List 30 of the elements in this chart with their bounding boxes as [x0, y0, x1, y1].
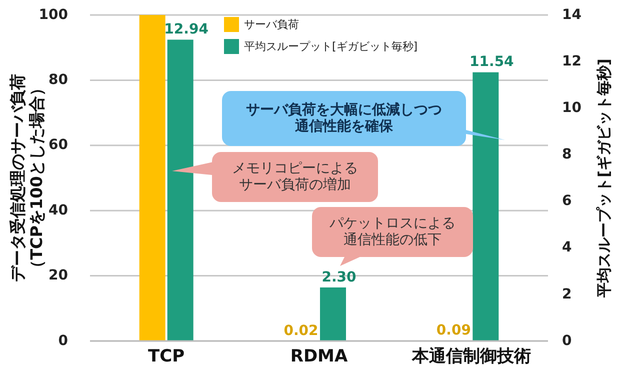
legend-label: サーバ負荷	[244, 18, 299, 32]
data-label: 0.09	[436, 322, 471, 339]
bar	[320, 287, 346, 341]
x-tick-label: TCP	[148, 346, 185, 367]
y-tick-label: 100	[38, 6, 68, 23]
y-axis-title: データ受信処理のサーバ負荷（TCPを100とした場合）	[8, 74, 46, 282]
y2-tick-label: 8	[562, 146, 572, 163]
annotation: メモリコピーによるサーバ負荷の増加	[232, 160, 358, 194]
y2-tick-label: 2	[562, 286, 572, 302]
y-tick-label: 80	[48, 72, 68, 88]
y2-axis-title: 平均スループット[ギガビット毎秒]	[595, 58, 614, 298]
y2-tick-label: 4	[562, 240, 572, 256]
y2-tick-label: 12	[562, 53, 582, 70]
y-tick-label: 20	[48, 268, 68, 284]
data-label: 2.30	[322, 269, 357, 286]
y-tick-label: 60	[48, 137, 68, 154]
data-label: 11.54	[470, 54, 514, 70]
y-tick-label: 40	[48, 202, 68, 218]
legend-label: 平均スループット[ギガビット毎秒]	[244, 40, 418, 54]
y2-tick-label: 6	[562, 193, 572, 210]
x-tick-label: 本通信制御技術	[411, 346, 532, 367]
y2-tick-label: 14	[562, 6, 582, 23]
y2-tick-label: 0	[562, 332, 572, 349]
data-label: 12.94	[164, 22, 209, 38]
y-tick-label: 0	[58, 332, 68, 349]
x-tick-label: RDMA	[290, 346, 348, 367]
annotation: サーバ負荷を大幅に低減しつつ通信性能を確保	[246, 102, 442, 135]
data-label: 0.02	[284, 322, 318, 339]
annotation: パケットロスによる通信性能の低下	[328, 215, 456, 248]
y2-tick-label: 10	[562, 100, 582, 116]
